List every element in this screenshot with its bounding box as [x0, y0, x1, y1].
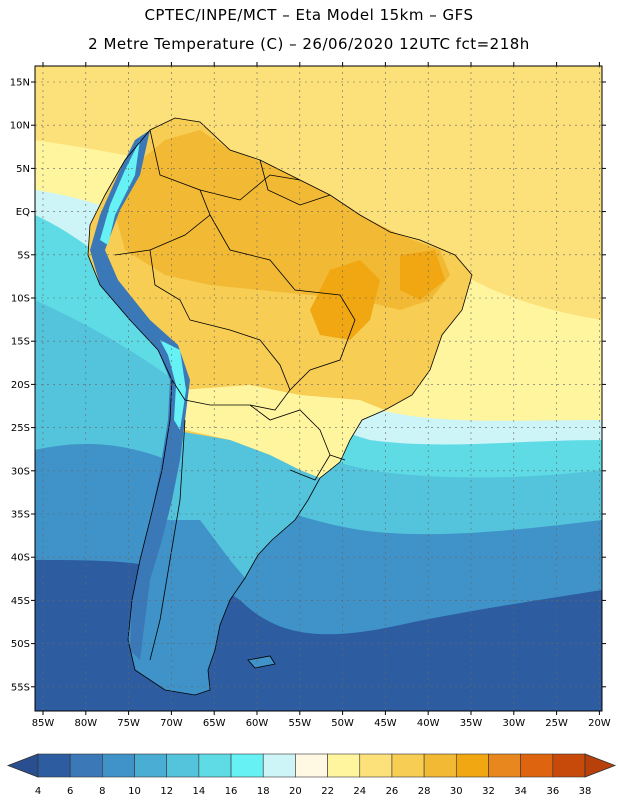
lat-label: 30S [11, 466, 30, 477]
lat-label: 35S [11, 510, 30, 521]
lat-label: EQ [16, 207, 30, 218]
colorbar-low-arrow [6, 753, 39, 778]
lat-label: 55S [11, 682, 30, 693]
lon-label: 20W [588, 718, 611, 729]
lon-label: 45W [374, 718, 397, 729]
colorbar-swatch [327, 753, 361, 778]
colorbar-swatch [102, 753, 135, 778]
colorbar-label: 6 [67, 786, 73, 797]
lat-label: 10N [10, 121, 30, 132]
colorbar-label: 22 [321, 786, 334, 797]
colorbar-label: 30 [450, 786, 463, 797]
lon-label: 80W [74, 718, 97, 729]
lat-label: 40S [11, 553, 30, 564]
lat-label: 10S [11, 294, 30, 305]
colorbar-swatch [520, 753, 554, 778]
lon-label: 75W [117, 718, 140, 729]
colorbar-label: 16 [225, 786, 238, 797]
colorbar-swatch [166, 753, 200, 778]
colorbar-labels: 4 6 8 10 12 14 16 18 20 22 24 26 28 30 32 34 36 38 [35, 786, 592, 797]
colorbar-label: 24 [353, 786, 366, 797]
lat-label: 5N [16, 164, 30, 175]
colorbar-swatch [69, 753, 103, 778]
colorbar-label: 26 [386, 786, 399, 797]
land-hot-core [310, 260, 380, 340]
lon-label: 85W [32, 718, 55, 729]
colorbar-swatch [198, 753, 232, 778]
colorbar-label: 8 [99, 786, 105, 797]
colorbar-swatch [423, 753, 457, 778]
colorbar-swatch [37, 753, 71, 778]
lat-label: 15S [11, 337, 30, 348]
colorbar-swatch [295, 753, 328, 778]
colorbar-label: 18 [257, 786, 270, 797]
chart-title-line2: 2 Metre Temperature (C) – 26/06/2020 12U… [88, 35, 530, 53]
axis-ticks [31, 62, 606, 715]
lat-label: 45S [11, 596, 30, 607]
lat-label: 5S [17, 250, 30, 261]
longitude-labels: 85W 80W 75W 70W 65W 60W 55W 50W 45W 40W 35W 30W 25W 2… [32, 718, 611, 729]
lat-label: 15N [10, 78, 30, 89]
colorbar-label: 32 [482, 786, 495, 797]
lon-label: 40W [417, 718, 440, 729]
colorbar-swatch [230, 753, 264, 778]
chart-title-line1: CPTEC/INPE/MCT – Eta Model 15km – GFS [144, 6, 474, 24]
land-patagonia [128, 520, 245, 695]
andes-range [90, 130, 190, 660]
lon-label: 65W [203, 718, 226, 729]
lon-label: 60W [246, 718, 269, 729]
colorbar-swatch [391, 753, 425, 778]
colorbar-swatch [262, 753, 296, 778]
colorbar-label: 36 [546, 786, 559, 797]
map-field [35, 66, 602, 711]
colorbar-swatch [488, 753, 521, 778]
land-hot-northeast [400, 250, 445, 300]
country-borders [87, 117, 473, 696]
map-frame [34, 65, 603, 712]
lon-label: 25W [545, 718, 568, 729]
lon-label: 50W [331, 718, 354, 729]
lat-label: 20S [11, 380, 30, 391]
colorbar-swatch [455, 753, 489, 778]
colorbar-swatch [134, 753, 168, 778]
colorbar-swatch [359, 753, 393, 778]
grid-lines [35, 66, 602, 711]
colorbar-high-arrow [584, 753, 617, 778]
colorbar-label: 4 [35, 786, 41, 797]
lon-label: 55W [288, 718, 311, 729]
lon-label: 30W [502, 718, 525, 729]
colorbar-label: 12 [160, 786, 173, 797]
lat-label: 50S [11, 639, 30, 650]
lat-label: 25S [11, 423, 30, 434]
lon-label: 35W [460, 718, 483, 729]
falkland-islands [247, 655, 276, 669]
colorbar-label: 10 [128, 786, 141, 797]
colorbar-label: 34 [514, 786, 527, 797]
colorbar-label: 14 [193, 786, 206, 797]
colorbar-swatch [552, 753, 586, 778]
colorbar-label: 20 [289, 786, 302, 797]
lon-label: 70W [160, 718, 183, 729]
colorbar-label: 28 [418, 786, 431, 797]
latitude-labels: 15N 10N 5N EQ 5S 10S 15S 20S 25S 30S 35S 40S 45S 50S 5… [10, 78, 30, 694]
colorbar-label: 38 [579, 786, 592, 797]
colorbar [6, 753, 617, 778]
andes-peaks [100, 140, 186, 430]
land-south-brazil [180, 385, 385, 478]
